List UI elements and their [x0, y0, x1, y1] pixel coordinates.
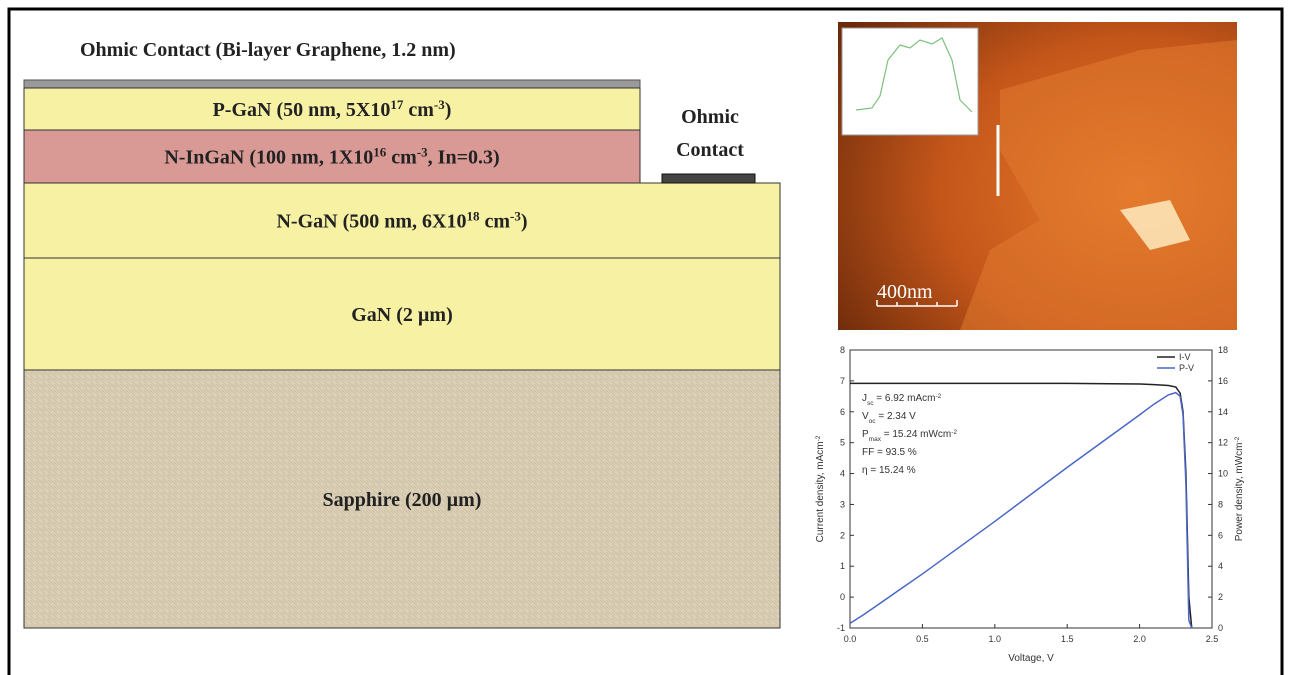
text-segment: 16: [373, 144, 387, 159]
y2-tick-label: 0: [1218, 623, 1223, 633]
text-segment: , In=0.3): [428, 147, 500, 169]
y-tick-label: 3: [840, 499, 845, 509]
layer-label: Sapphire (200 µm): [323, 489, 482, 511]
y-tick-label: 0: [840, 592, 845, 602]
y-tick-label: 6: [840, 407, 845, 417]
text-segment: = 6.92 mAcm: [874, 393, 936, 404]
text-segment: = 2.34 V: [876, 411, 917, 422]
x-axis-label: Voltage, V: [1008, 653, 1054, 664]
y-tick-label: -1: [837, 623, 845, 633]
text-segment: Power density, mWcm: [1234, 443, 1245, 542]
y2-tick-label: 14: [1218, 407, 1228, 417]
layer-label: N-InGaN (100 nm, 1X1016 cm-3, In=0.3): [164, 144, 499, 169]
y-axis-label: Current density, mAcm-2: [815, 435, 827, 542]
side-contact-label: Contact: [676, 139, 744, 161]
text-segment: FF = 93.5 %: [862, 447, 917, 458]
text-segment: cm: [386, 147, 417, 169]
y-tick-label: 1: [840, 561, 845, 571]
y2-tick-label: 2: [1218, 592, 1223, 602]
text-segment: 18: [466, 208, 480, 223]
text-segment: max: [869, 436, 882, 443]
text-segment: cm: [403, 99, 434, 121]
text-segment: η = 15.24 %: [862, 465, 916, 476]
side-contact-label: Ohmic: [681, 106, 739, 128]
legend-label: I-V: [1179, 352, 1191, 362]
y-tick-label: 4: [840, 469, 845, 479]
text-segment: N-InGaN (100 nm, 1X10: [164, 147, 373, 169]
page: Ohmic Contact (Bi-layer Graphene, 1.2 nm…: [0, 0, 1291, 675]
text-segment: -3: [434, 97, 445, 112]
annotation: FF = 93.5 %: [862, 447, 917, 458]
text-segment: cm: [479, 211, 510, 233]
y2-tick-label: 6: [1218, 530, 1223, 540]
text-segment: -2: [1234, 436, 1241, 442]
y2-tick-label: 16: [1218, 376, 1228, 386]
text-segment: -2: [935, 393, 941, 400]
text-segment: ): [521, 211, 528, 233]
top-contact-label: Ohmic Contact (Bi-layer Graphene, 1.2 nm…: [80, 39, 456, 61]
y2-tick-label: 18: [1218, 345, 1228, 355]
afm-scale-label: 400nm: [877, 281, 933, 303]
text-segment: P-GaN (50 nm, 5X10: [213, 99, 391, 121]
x-tick-label: 0.0: [844, 634, 857, 644]
text-segment: = 15.24 mWcm: [881, 429, 951, 440]
y2-tick-label: 8: [1218, 499, 1223, 509]
x-tick-label: 0.5: [916, 634, 929, 644]
side-contact: [662, 174, 755, 183]
y-tick-label: 7: [840, 376, 845, 386]
x-tick-label: 2.0: [1133, 634, 1146, 644]
text-segment: 17: [390, 97, 404, 112]
y2-tick-label: 4: [1218, 561, 1223, 571]
text-segment: Sapphire (200 µm): [323, 489, 482, 511]
y-tick-label: 2: [840, 530, 845, 540]
x-tick-label: 1.0: [989, 634, 1002, 644]
layer-label: N-GaN (500 nm, 6X1018 cm-3): [276, 208, 527, 233]
layer-label: P-GaN (50 nm, 5X1017 cm-3): [213, 97, 452, 122]
y-tick-label: 8: [840, 345, 845, 355]
text-segment: GaN (2 µm): [351, 304, 453, 326]
text-segment: -2: [815, 435, 822, 441]
text-segment: -3: [417, 144, 428, 159]
figure: Ohmic Contact (Bi-layer Graphene, 1.2 nm…: [0, 0, 1291, 675]
text-segment: Current density, mAcm: [815, 441, 826, 542]
text-segment: -3: [510, 208, 521, 223]
text-segment: N-GaN (500 nm, 6X10: [276, 211, 466, 233]
afm-inset: [842, 28, 978, 135]
layer-label: GaN (2 µm): [351, 304, 453, 326]
y-tick-label: 5: [840, 438, 845, 448]
legend-label: P-V: [1179, 363, 1194, 373]
annotation: η = 15.24 %: [862, 465, 916, 476]
y2-tick-label: 10: [1218, 469, 1228, 479]
text-segment: ): [445, 99, 452, 121]
x-tick-label: 1.5: [1061, 634, 1074, 644]
x-tick-label: 2.5: [1206, 634, 1219, 644]
y2-tick-label: 12: [1218, 438, 1228, 448]
text-segment: -2: [951, 429, 957, 436]
y2-axis-label: Power density, mWcm-2: [1234, 436, 1246, 541]
graphene-contact: [24, 80, 640, 88]
